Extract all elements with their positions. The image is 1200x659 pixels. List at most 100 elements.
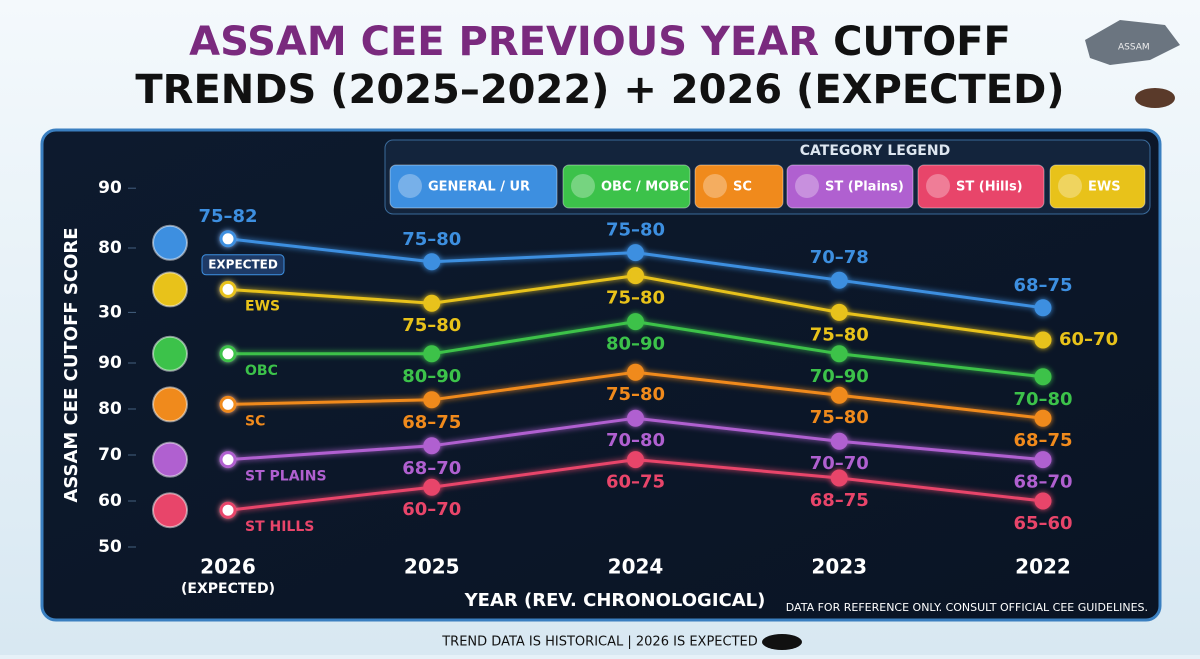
data-point bbox=[1034, 451, 1052, 469]
legend-item bbox=[1049, 164, 1146, 209]
map-icon bbox=[1085, 20, 1180, 65]
data-point bbox=[219, 230, 237, 248]
y-tick-label: 90 bbox=[98, 178, 122, 198]
data-point bbox=[830, 469, 848, 487]
y-tick-label: 60 bbox=[98, 491, 122, 511]
legend-label: ST (Plains) bbox=[825, 180, 904, 195]
title-line-2: TRENDS (2025–2022) + 2026 (EXPECTED) bbox=[135, 67, 1064, 113]
data-point bbox=[219, 345, 237, 363]
value-label: 80–90 bbox=[606, 334, 665, 355]
value-label: 70–70 bbox=[810, 453, 869, 474]
x-tick-label: 2022 bbox=[1015, 555, 1071, 579]
inline-label: EWS bbox=[245, 298, 280, 314]
value-label: 68–75 bbox=[1013, 275, 1072, 296]
value-label: 75–80 bbox=[606, 220, 665, 241]
category-icon bbox=[152, 224, 188, 261]
y-tick-label: 30 bbox=[98, 302, 122, 322]
y-tick-label: 80 bbox=[98, 238, 122, 258]
legend-label: SC bbox=[733, 180, 752, 195]
legend-item bbox=[562, 164, 691, 209]
legend-title: CATEGORY LEGEND bbox=[800, 143, 950, 159]
value-label: 68–70 bbox=[402, 458, 461, 479]
value-label: 60–75 bbox=[606, 472, 665, 493]
x-tick-label: 2025 bbox=[404, 555, 460, 579]
data-point bbox=[423, 437, 441, 455]
y-tick-label: 70 bbox=[98, 445, 122, 465]
value-label: 65–60 bbox=[1013, 513, 1072, 534]
category-icon bbox=[152, 441, 188, 478]
legend-item bbox=[917, 164, 1045, 209]
legend-label: ST (Hills) bbox=[956, 180, 1023, 195]
data-point bbox=[627, 313, 644, 331]
x-tick-label: 2026 bbox=[200, 555, 256, 579]
data-point bbox=[1034, 368, 1052, 386]
value-label: 68–70 bbox=[1013, 472, 1072, 493]
value-label: 75–80 bbox=[402, 229, 461, 250]
value-label: 70–80 bbox=[1013, 389, 1072, 410]
data-point bbox=[830, 303, 848, 321]
value-label: 75–80 bbox=[606, 288, 665, 309]
data-point bbox=[423, 391, 441, 409]
value-label: 70–78 bbox=[810, 247, 869, 268]
category-icon bbox=[152, 335, 188, 372]
legend-icon bbox=[1058, 174, 1082, 198]
value-label: 75–80 bbox=[810, 324, 869, 345]
legend-icon bbox=[398, 174, 422, 198]
x-note: (EXPECTED) bbox=[181, 581, 275, 597]
value-label: 80–90 bbox=[402, 366, 461, 387]
legend-icon bbox=[703, 174, 727, 198]
data-point bbox=[219, 395, 237, 413]
value-label: 60–70 bbox=[1059, 329, 1118, 350]
inline-label: OBC bbox=[245, 363, 278, 379]
data-point bbox=[423, 294, 441, 312]
footer: TREND DATA IS HISTORICAL | 2026 IS EXPEC… bbox=[441, 635, 758, 650]
x-tick-label: 2023 bbox=[811, 555, 867, 579]
inline-label: ST PLAINS bbox=[245, 469, 327, 485]
data-point bbox=[423, 345, 441, 363]
data-point bbox=[1034, 409, 1052, 427]
chart-panel bbox=[40, 128, 1162, 622]
legend-label: EWS bbox=[1088, 180, 1121, 195]
rhino-footer-icon bbox=[762, 634, 802, 650]
legend-icon bbox=[926, 174, 950, 198]
value-label: 68–75 bbox=[1013, 430, 1072, 451]
value-label: 68–75 bbox=[402, 412, 461, 433]
rhino-icon bbox=[1135, 88, 1175, 108]
category-icon bbox=[152, 271, 188, 308]
value-label: 68–75 bbox=[810, 490, 869, 511]
category-icon bbox=[152, 386, 188, 423]
category-icon bbox=[152, 492, 188, 529]
value-label: 75–82 bbox=[198, 206, 257, 227]
data-point bbox=[219, 451, 237, 469]
data-point bbox=[830, 432, 848, 450]
legend-item bbox=[786, 164, 914, 209]
data-point bbox=[627, 409, 644, 427]
data-point bbox=[830, 271, 848, 289]
inline-label: ST HILLS bbox=[245, 519, 314, 535]
value-label: 70–90 bbox=[810, 366, 869, 387]
data-point bbox=[219, 280, 237, 298]
x-axis-label: YEAR (REV. CHRONOLOGICAL) bbox=[464, 590, 766, 611]
legend-label: GENERAL / UR bbox=[428, 180, 530, 195]
y-tick-label: 90 bbox=[98, 353, 122, 373]
legend-label: OBC / MOBC bbox=[601, 180, 689, 195]
title-highlight: ASSAM CEE PREVIOUS YEAR bbox=[189, 19, 819, 65]
data-point bbox=[423, 253, 441, 271]
data-point bbox=[627, 267, 644, 285]
data-point bbox=[830, 345, 848, 363]
y-tick-label: 50 bbox=[98, 537, 122, 557]
data-point bbox=[627, 244, 644, 262]
legend-item bbox=[694, 164, 784, 209]
data-point bbox=[219, 501, 237, 519]
value-label: 60–70 bbox=[402, 499, 461, 520]
data-point bbox=[1034, 331, 1052, 349]
legend-icon bbox=[795, 174, 819, 198]
data-point bbox=[627, 451, 644, 469]
value-label: 70–80 bbox=[606, 430, 665, 451]
title-rest: CUTOFF bbox=[833, 19, 1011, 65]
disclaimer: DATA FOR REFERENCE ONLY. CONSULT OFFICIA… bbox=[786, 601, 1148, 614]
data-point bbox=[1034, 492, 1052, 510]
value-label: 75–80 bbox=[606, 384, 665, 405]
y-tick-label: 80 bbox=[98, 399, 122, 419]
